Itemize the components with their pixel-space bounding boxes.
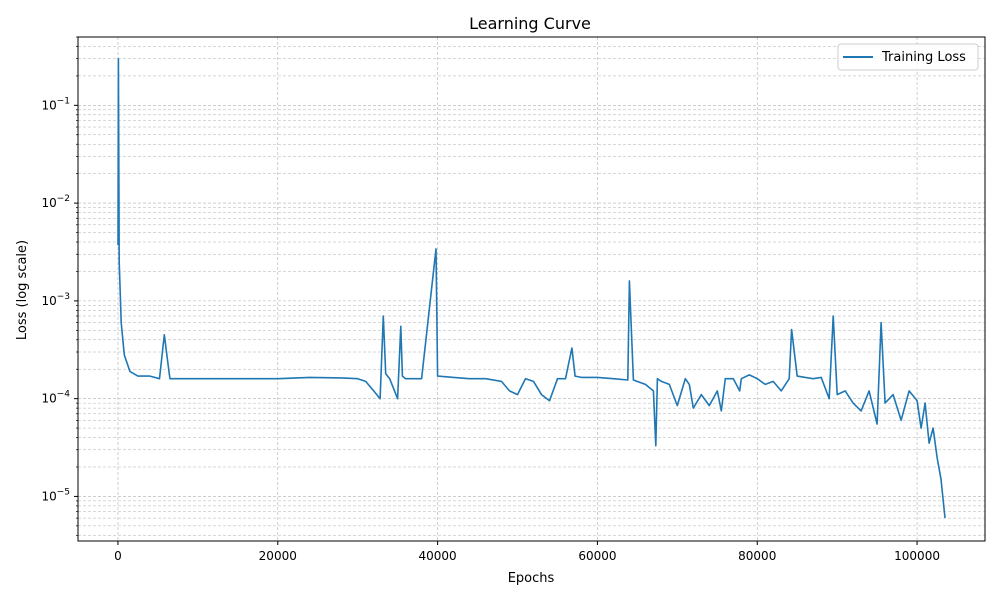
y-axis-label: Loss (log scale)	[15, 240, 30, 340]
y-tick-label: 10−5	[41, 487, 70, 503]
y-tick-label: 10−1	[41, 96, 70, 112]
x-tick-label: 60000	[578, 549, 616, 563]
chart-title: Learning Curve	[469, 14, 591, 33]
x-tick-label: 0	[114, 549, 122, 563]
axis-ticks: 0 20000 40000 60000 80000 10000010−510−410−31…	[41, 36, 940, 563]
plot-frame	[77, 36, 986, 542]
y-tick-label: 10−4	[41, 390, 70, 406]
y-tick-label: 10−2	[41, 194, 70, 210]
legend-label-training-loss: Training Loss	[881, 50, 966, 65]
y-tick-label-base: 10	[41, 196, 56, 210]
legend-box	[837, 43, 979, 71]
y-tick-label-base: 10	[41, 294, 56, 308]
y-tick-label-base: 10	[41, 392, 56, 406]
x-tick-label: 20000	[259, 549, 297, 563]
y-tick-label-base: 10	[41, 98, 56, 112]
y-tick-label-exponent: −4	[57, 390, 71, 400]
series-line-training-loss	[117, 57, 946, 519]
x-axis-label: Epochs	[508, 571, 555, 586]
y-tick-label-base: 10	[41, 489, 56, 503]
x-tick-label: 80000	[738, 549, 776, 563]
y-tick-label-exponent: −3	[57, 292, 70, 302]
series-line-layer	[117, 57, 946, 519]
x-tick-label: 100000	[894, 549, 940, 563]
y-tick-label-exponent: −1	[57, 96, 70, 106]
legend: Training Loss	[837, 43, 979, 71]
x-tick-label: 40000	[419, 549, 457, 563]
y-tick-label-exponent: −5	[57, 487, 70, 497]
y-tick-label: 10−3	[41, 292, 70, 308]
y-tick-label-exponent: −2	[57, 194, 70, 204]
grid	[78, 36, 985, 541]
